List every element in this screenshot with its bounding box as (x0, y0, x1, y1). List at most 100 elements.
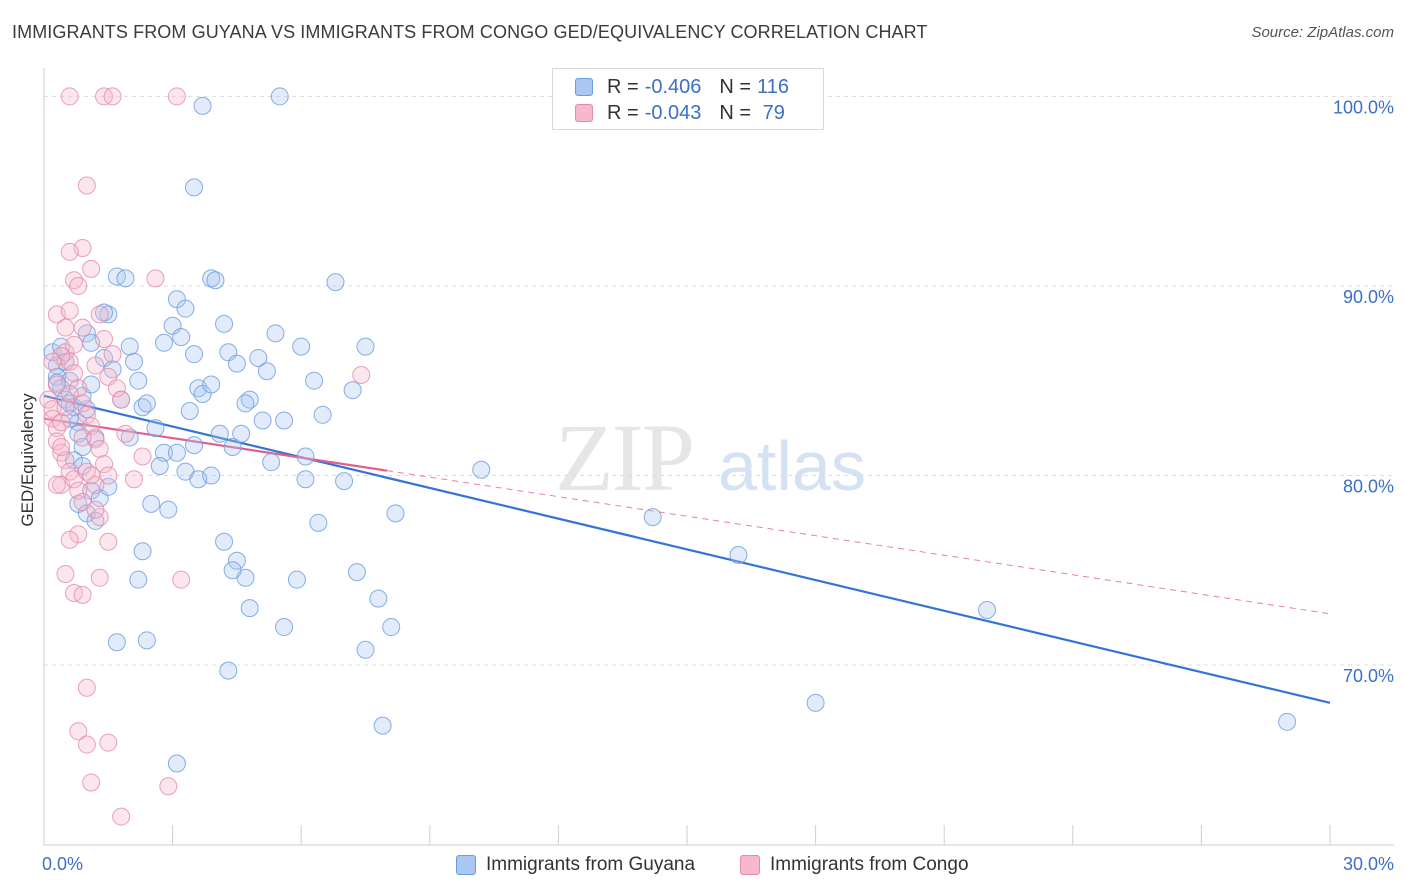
guyana-point (356, 337, 375, 356)
guyana-point (275, 618, 294, 637)
congo-point (60, 87, 79, 106)
congo-point (47, 475, 66, 494)
guyana-point (292, 337, 311, 356)
congo-point (167, 87, 186, 106)
congo-point (69, 276, 88, 295)
legend-r-label: R = (607, 75, 639, 98)
congo-point (60, 384, 79, 403)
guyana-point (43, 343, 62, 362)
congo-point (107, 379, 126, 398)
congo-point (69, 722, 88, 741)
y-tick-labels: 70.0% 80.0% 90.0% 100.0% (1333, 97, 1394, 686)
guyana-point (129, 570, 148, 589)
guyana-point (296, 470, 315, 489)
guyana-point (978, 601, 997, 620)
congo-point (73, 585, 92, 604)
congo-point (56, 318, 75, 337)
guyana-point (287, 570, 306, 589)
congo-point (65, 335, 84, 354)
congo-point (56, 398, 75, 417)
congo-point (39, 390, 58, 409)
legend-swatch-congo (575, 104, 593, 122)
guyana-point (223, 438, 242, 457)
guyana-point (296, 447, 315, 466)
congo-point (112, 390, 131, 409)
guyana-point (309, 513, 328, 532)
guyana-point (146, 419, 165, 438)
guyana-point (185, 436, 204, 455)
guyana-point (185, 345, 204, 364)
trend-line-guyana (43, 394, 1331, 704)
guyana-point (249, 348, 268, 367)
guyana-point (167, 443, 186, 462)
guyana-point (116, 269, 135, 288)
guyana-point (202, 466, 221, 485)
legend-n-label: N = (719, 101, 752, 124)
guyana-point (215, 314, 234, 333)
guyana-point (172, 328, 191, 347)
congo-point (116, 424, 135, 443)
congo-point (172, 570, 191, 589)
guyana-point (369, 589, 388, 608)
legend-n-value: 79 (757, 101, 785, 124)
congo-point (65, 364, 84, 383)
axes (43, 68, 1394, 846)
guyana-point (180, 402, 199, 421)
guyana-point (373, 716, 392, 735)
guyana-point (155, 443, 174, 462)
congo-point (47, 375, 66, 394)
guyana-point (253, 411, 272, 430)
guyana-point (129, 371, 148, 390)
legend-n-value: 116 (757, 75, 789, 98)
guyana-point (150, 456, 169, 475)
guyana-point (356, 640, 375, 659)
congo-point (60, 301, 79, 320)
congo-point (90, 568, 109, 587)
congo-point (69, 525, 88, 544)
legend-row-congo: R = -0.043 N = 79 (575, 101, 785, 125)
guyana-point (343, 381, 362, 400)
congo-point (60, 530, 79, 549)
guyana-point (176, 299, 195, 318)
series-label-guyana: Immigrants from Guyana (486, 854, 696, 875)
congo-point (82, 466, 101, 485)
x-tick-label-min: 0.0% (42, 854, 83, 874)
series-swatch-guyana (456, 855, 476, 875)
trend-line-congo (43, 417, 388, 472)
guyana-point (240, 599, 259, 618)
guyana-point (806, 693, 825, 712)
congo-point (69, 481, 88, 500)
legend-row-guyana: R = -0.406 N = 116 (575, 75, 789, 99)
data-points (39, 87, 1297, 826)
series-label-congo: Immigrants from Congo (770, 854, 969, 875)
y-tick-label: 90.0% (1343, 287, 1394, 307)
guyana-point (1278, 712, 1297, 731)
guyana-point (236, 394, 255, 413)
guyana-point (313, 405, 332, 424)
guyana-point (137, 631, 156, 650)
trend-lines (43, 394, 1331, 704)
congo-point (52, 347, 71, 366)
guyana-point (215, 532, 234, 551)
legend-r-value: -0.406 (644, 75, 702, 98)
y-tick-label: 70.0% (1343, 666, 1394, 686)
congo-point (82, 773, 101, 792)
guyana-point (210, 424, 229, 443)
y-tick-label: 80.0% (1343, 476, 1394, 496)
series-legend-congo: Immigrants from Congo (740, 852, 969, 878)
guyana-point (155, 333, 174, 352)
congo-point (73, 394, 92, 413)
guyana-point (335, 472, 354, 491)
congo-point (146, 269, 165, 288)
guyana-point (107, 633, 126, 652)
guyana-point (472, 460, 491, 479)
guyana-point (382, 618, 401, 637)
congo-point (69, 379, 88, 398)
congo-point (90, 439, 109, 458)
guyana-point (219, 661, 238, 680)
congo-point (56, 564, 75, 583)
y-tick-label: 100.0% (1333, 97, 1394, 117)
congo-point (159, 777, 178, 796)
guyana-point (185, 178, 204, 197)
